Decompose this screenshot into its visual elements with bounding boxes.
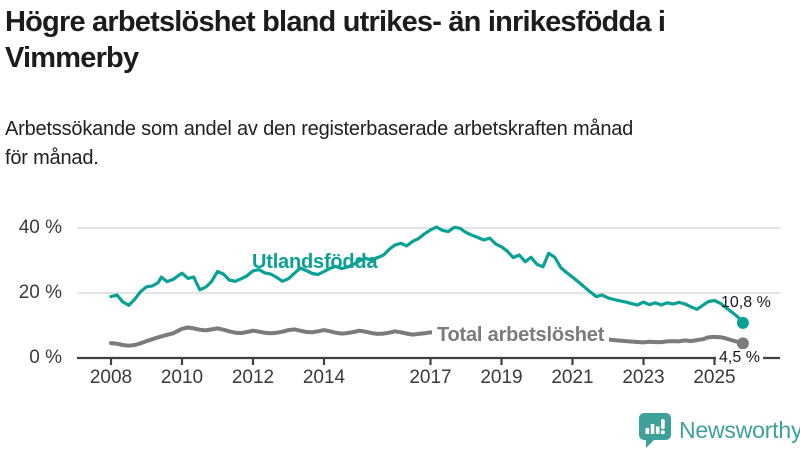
series-line-total: [109, 325, 745, 348]
y-tick-label-40: 40 %: [18, 217, 62, 238]
x-tick-label-2017: 2017: [409, 367, 452, 388]
x-tick-label-2025: 2025: [693, 367, 736, 388]
series-label-total-arbetsloshet: Total arbetslöshet: [432, 324, 610, 347]
series-end-dot-total: [736, 337, 749, 350]
series-line-utlandsfodda: [109, 225, 745, 325]
x-tick-label-2010: 2010: [160, 367, 204, 388]
y-tick-label-0: 0 %: [29, 347, 62, 368]
series-end-dot-utlandsfodda: [736, 316, 749, 329]
x-tick-label-2012: 2012: [231, 367, 275, 388]
end-value-label-utlandsfodda: 10,8 %: [721, 294, 771, 311]
y-tick-label-20: 20 %: [18, 282, 62, 303]
end-value-label-total: 4,5 %: [716, 349, 763, 367]
page-subtitle-line2: för månad.: [5, 147, 99, 169]
series-label-utlandsfodda: Utlandsfödda: [252, 251, 378, 273]
page-title-line2: Vimmerby: [5, 42, 139, 74]
x-tick-label-2023: 2023: [622, 367, 665, 388]
x-tick-label-2008: 2008: [89, 367, 133, 388]
page-subtitle-line1: Arbetssökande som andel av den registerb…: [5, 118, 634, 140]
x-tick-label-2019: 2019: [480, 367, 523, 388]
x-tick-label-2014: 2014: [302, 367, 346, 388]
page-subtitle: Arbetssökande som andel av den registerb…: [5, 115, 795, 173]
line-chart-plot: [77, 225, 780, 365]
newsworthy-speech-bubble-chart-icon: [639, 413, 671, 448]
page-title: Högre arbetslöshet bland utrikes- än inr…: [5, 4, 795, 76]
newsworthy-logo-text: Newsworthy: [679, 416, 800, 443]
page-title-line1: Högre arbetslöshet bland utrikes- än inr…: [5, 6, 666, 38]
x-tick-label-2021: 2021: [551, 367, 594, 388]
newsworthy-logo: Newsworthy: [638, 412, 800, 448]
